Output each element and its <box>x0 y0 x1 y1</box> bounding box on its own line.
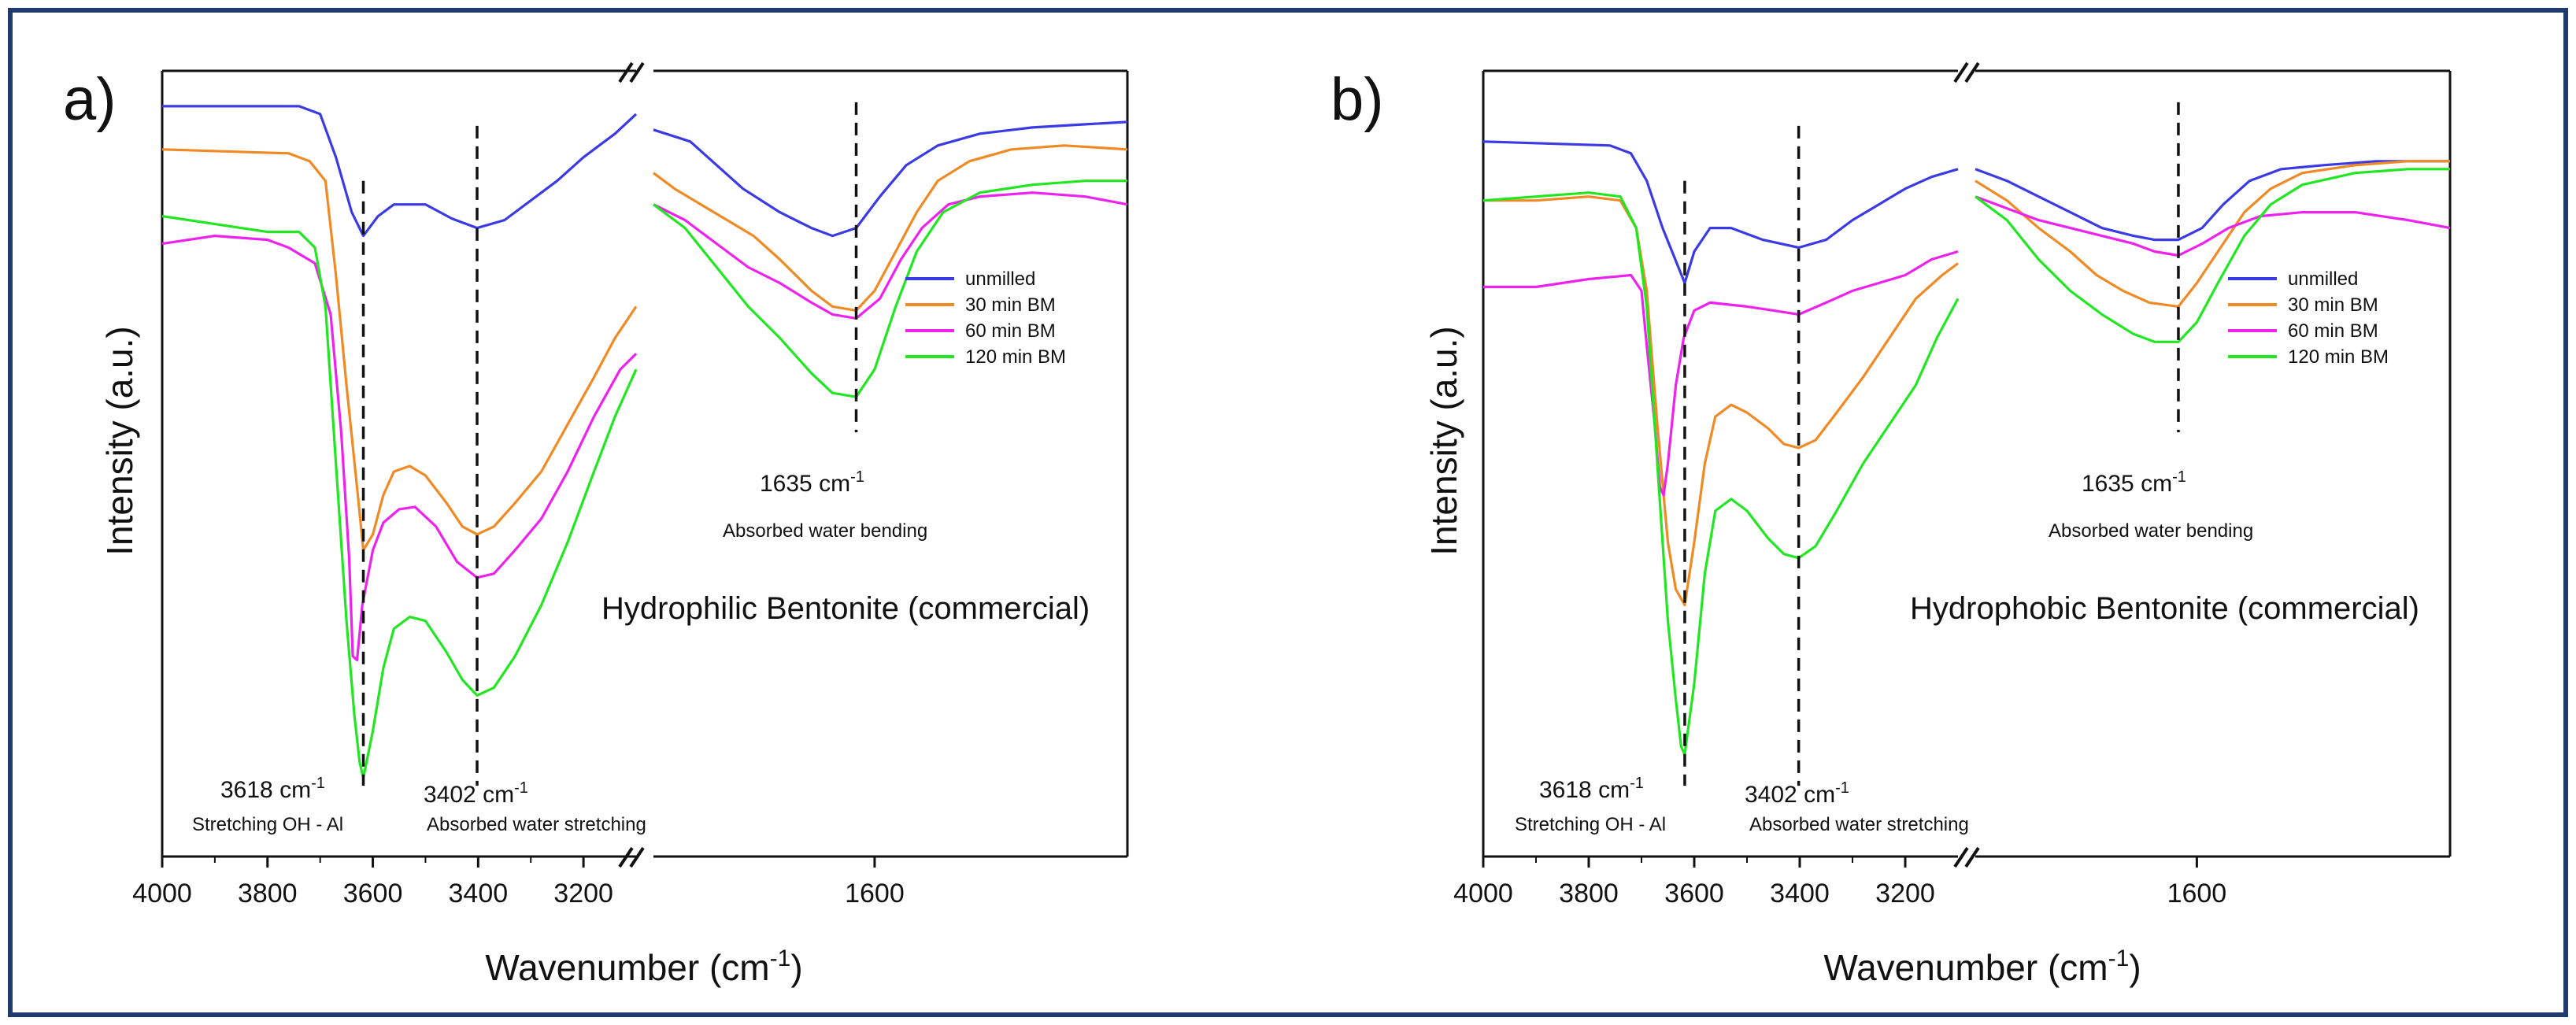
svg-text:30 min BM: 30 min BM <box>2288 294 2378 316</box>
x-tick-label: 3600 <box>343 879 403 908</box>
panel-label: b) <box>1331 66 1384 133</box>
x-axis-label: Wavenumber (cm-1) <box>1823 945 2141 988</box>
x-tick-label: 3800 <box>1559 879 1619 908</box>
peak-label-3618: 3618 cm-1 <box>1539 775 1644 803</box>
peak-desc-1635: Absorbed water bending <box>723 520 927 542</box>
peak-label-3402: 3402 cm-1 <box>1745 779 1849 808</box>
peak-label-1635: 1635 cm-1 <box>760 468 864 497</box>
peak-label-3402: 3402 cm-1 <box>424 779 528 808</box>
svg-text:120 min BM: 120 min BM <box>965 346 1066 368</box>
x-axis-label: Wavenumber (cm-1) <box>485 945 802 988</box>
y-axis-label: Intensity (a.u.) <box>99 326 140 555</box>
peak-desc-3618: Stretching OH - Al <box>192 814 343 835</box>
peak-desc-3402: Absorbed water stretching <box>1749 814 1969 835</box>
x-tick-label: 4000 <box>132 879 192 908</box>
y-axis-label: Intensity (a.u.) <box>1423 326 1464 555</box>
svg-text:unmilled: unmilled <box>965 268 1035 290</box>
peak-desc-3618: Stretching OH - Al <box>1515 814 1666 835</box>
figure: a) 4000 3800 3600 3400 3200 1600 Intensity (a… <box>0 0 2576 1025</box>
x-tick-label: 3200 <box>553 879 613 908</box>
peak-label-1635: 1635 cm-1 <box>2082 468 2186 497</box>
x-tick-label: 1600 <box>845 879 905 908</box>
x-tick-label: 3600 <box>1664 879 1724 908</box>
x-tick-label: 3400 <box>1770 879 1830 908</box>
x-tick-label: 3800 <box>238 879 298 908</box>
svg-text:120 min BM: 120 min BM <box>2288 346 2389 368</box>
peak-desc-3402: Absorbed water stretching <box>427 814 646 835</box>
svg-text:60 min BM: 60 min BM <box>2288 320 2378 342</box>
x-tick-label: 4000 <box>1453 879 1513 908</box>
peak-label-3618: 3618 cm-1 <box>220 775 325 803</box>
svg-text:unmilled: unmilled <box>2288 268 2358 290</box>
svg-text:60 min BM: 60 min BM <box>965 320 1056 342</box>
peak-desc-1635: Absorbed water bending <box>2049 520 2253 542</box>
x-tick-label: 1600 <box>2167 879 2227 908</box>
material-title: Hydrophilic Bentonite (commercial) <box>601 591 1090 626</box>
panel-label: a) <box>63 66 117 133</box>
material-title: Hydrophobic Bentonite (commercial) <box>1910 591 2419 626</box>
svg-text:30 min BM: 30 min BM <box>965 294 1056 316</box>
x-tick-label: 3400 <box>449 879 509 908</box>
x-tick-label: 3200 <box>1875 879 1935 908</box>
